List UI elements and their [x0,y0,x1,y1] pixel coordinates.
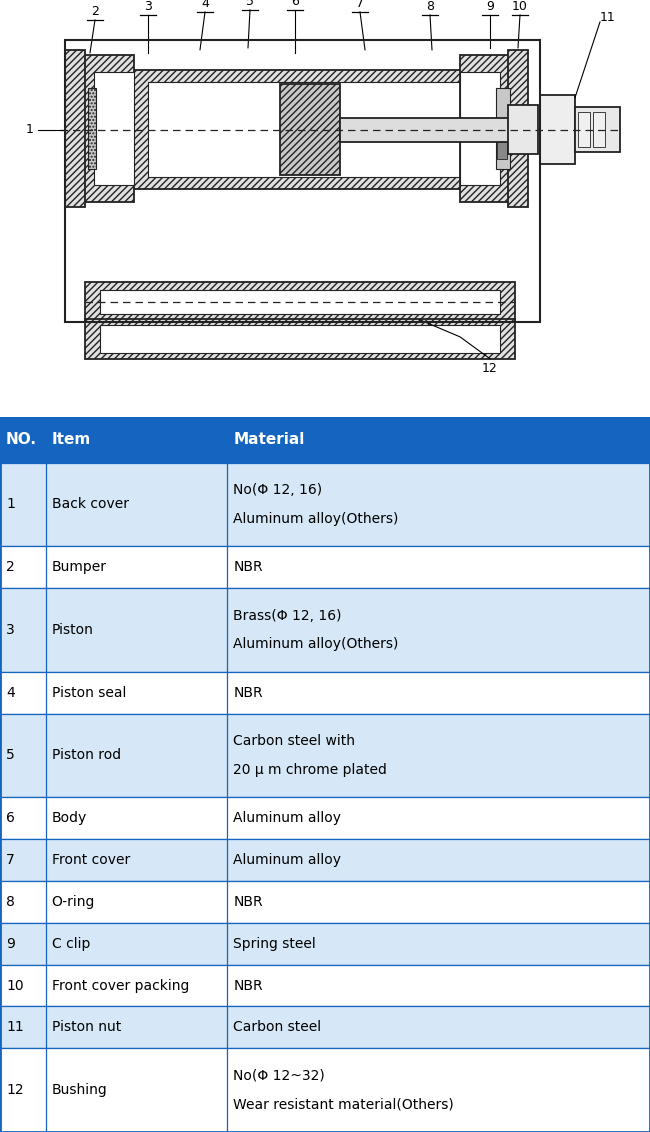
Text: 3: 3 [6,623,15,637]
Text: O-ring: O-ring [51,895,95,909]
Bar [540,95,575,164]
Text: Front cover packing: Front cover packing [51,978,189,993]
Bar [0,839,650,881]
Text: 1: 1 [26,123,34,136]
Text: Aluminum alloy: Aluminum alloy [233,812,341,825]
Bar [0,417,650,463]
Text: Aluminum alloy(Others): Aluminum alloy(Others) [233,637,399,651]
Bar [578,112,590,147]
Bar [85,282,515,321]
Text: No(Φ 12~32): No(Φ 12~32) [233,1069,325,1083]
Bar [0,589,650,671]
Text: 4: 4 [201,0,209,10]
Bar [508,104,538,154]
Bar [0,671,650,713]
Bar [100,290,500,314]
Bar [280,84,340,175]
Text: Aluminum alloy: Aluminum alloy [233,854,341,867]
Bar [85,319,515,359]
Text: Material: Material [233,432,305,447]
Text: 9: 9 [6,937,15,951]
Text: No(Φ 12, 16): No(Φ 12, 16) [233,483,322,497]
Text: Piston seal: Piston seal [51,686,126,700]
Bar [0,547,650,589]
Text: 10: 10 [512,0,528,12]
Text: 4: 4 [6,686,15,700]
Text: NBR: NBR [233,686,263,700]
Bar [0,923,650,964]
Bar [65,50,85,207]
Text: 7: 7 [356,0,364,10]
Bar [94,71,134,186]
Text: Aluminum alloy(Others): Aluminum alloy(Others) [233,512,399,525]
Bar [460,54,512,203]
Bar [508,50,528,207]
Text: Front cover: Front cover [51,854,130,867]
Bar [0,1048,650,1132]
Text: Piston nut: Piston nut [51,1020,121,1035]
Text: Piston rod: Piston rod [51,748,121,763]
Bar [0,797,650,839]
Bar [100,325,500,353]
Text: Bushing: Bushing [51,1083,107,1097]
Bar [82,54,134,203]
Text: 5: 5 [6,748,15,763]
Bar [0,964,650,1006]
Bar [128,70,510,189]
Bar [0,881,650,923]
Bar [0,713,650,797]
Text: 6: 6 [291,0,299,8]
Text: 12: 12 [482,362,498,375]
Text: 2: 2 [6,560,15,574]
Text: Carbon steel: Carbon steel [233,1020,322,1035]
Text: C clip: C clip [51,937,90,951]
Bar [496,87,510,170]
Text: Bumper: Bumper [51,560,107,574]
Text: 6: 6 [6,812,15,825]
Bar [148,82,490,178]
Text: 1: 1 [6,497,15,512]
Text: 8: 8 [6,895,15,909]
Text: 5: 5 [246,0,254,8]
Bar [88,87,96,170]
Bar [0,463,650,547]
Text: 2: 2 [91,5,99,18]
Bar [340,118,510,142]
Text: Back cover: Back cover [51,497,129,512]
Bar [497,142,507,160]
Text: 3: 3 [144,0,152,12]
Text: Item: Item [51,432,91,447]
Text: NO.: NO. [6,432,37,447]
Text: Body: Body [51,812,86,825]
Text: 12: 12 [6,1083,23,1097]
Bar [575,106,620,153]
Bar [593,112,605,147]
Text: NBR: NBR [233,895,263,909]
Text: NBR: NBR [233,560,263,574]
Bar [0,1006,650,1048]
Text: 11: 11 [6,1020,24,1035]
Text: NBR: NBR [233,978,263,993]
Text: 11: 11 [600,11,616,25]
Text: 8: 8 [426,0,434,12]
Text: Spring steel: Spring steel [233,937,317,951]
Bar [460,71,500,186]
Text: 7: 7 [6,854,15,867]
Text: Piston: Piston [51,623,94,637]
Text: Carbon steel with: Carbon steel with [233,735,356,748]
Text: Brass(Φ 12, 16): Brass(Φ 12, 16) [233,609,342,623]
Text: Wear resistant material(Others): Wear resistant material(Others) [233,1097,454,1112]
Bar [65,40,540,321]
Text: 10: 10 [6,978,23,993]
Text: 9: 9 [486,0,494,12]
Text: 20 μ m chrome plated: 20 μ m chrome plated [233,763,387,777]
